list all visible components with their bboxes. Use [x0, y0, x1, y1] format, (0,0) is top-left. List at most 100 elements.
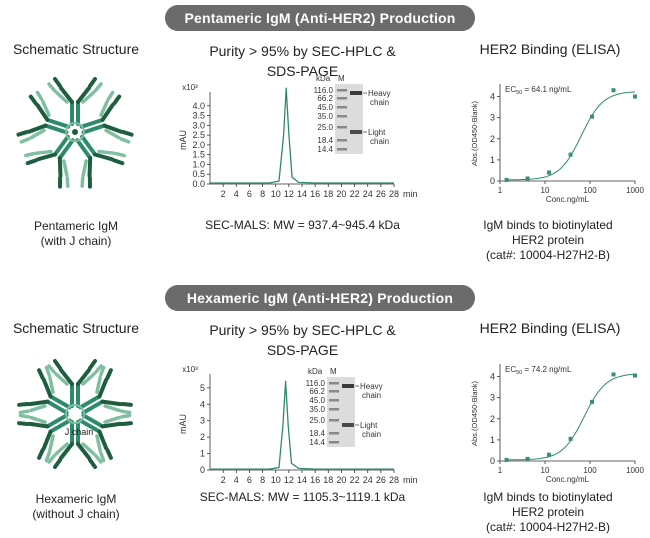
- heavy-chain-fc: [78, 418, 102, 434]
- fab-tip: [112, 158, 125, 166]
- fab-tip: [53, 359, 62, 370]
- data-point: [504, 457, 509, 462]
- fab-tip: [17, 421, 30, 427]
- gel-marker-band: [329, 441, 339, 444]
- fab-heavy: [76, 86, 91, 104]
- ec50-label: EC50 = 74.2 ng/mL: [505, 365, 572, 376]
- gel-marker-label: 35.0: [317, 112, 333, 121]
- fab-light: [34, 149, 53, 155]
- schematic-caption: Pentameric IgM (with J chain): [0, 219, 152, 249]
- fab-tip-light: [35, 90, 44, 101]
- x-tick-label: 14: [297, 475, 307, 485]
- data-point: [590, 114, 595, 119]
- fab-light: [29, 128, 46, 140]
- data-point: [590, 399, 595, 404]
- hexameric-igm-schematic: J chain: [17, 359, 133, 469]
- x-tick-label: 14: [297, 189, 307, 199]
- fab-tip-light: [99, 365, 106, 377]
- fab-heavy: [41, 429, 53, 451]
- fab-tip-light: [94, 82, 103, 92]
- heavy-chain-fc: [81, 399, 105, 415]
- fab-heavy: [100, 421, 123, 429]
- fab-tip: [88, 458, 97, 469]
- x-tick-label: 100: [583, 186, 597, 195]
- gel-marker-label: 18.4: [317, 136, 333, 145]
- y-tick-label: 1: [490, 435, 495, 445]
- igm-monomer: [24, 134, 75, 189]
- y-tick-label: 2: [490, 134, 495, 144]
- fab-light: [95, 375, 102, 394]
- x-axis-label: min: [403, 475, 418, 485]
- x-tick-label: 22: [350, 189, 360, 199]
- data-point: [568, 436, 573, 441]
- y-tick-label: 3: [490, 113, 495, 123]
- y-axis-label: Abs.(OD450-Blank): [470, 380, 479, 446]
- x-axis-label: Conc.ng/mL: [546, 475, 590, 484]
- y-tick-label: 0: [490, 456, 495, 466]
- fab-tip-light: [119, 137, 131, 144]
- x-tick-label: 6: [247, 475, 252, 485]
- x-tick-label: 12: [284, 475, 294, 485]
- purity-heading-line2: SDS-PAGE: [266, 342, 339, 358]
- section-banner-pentameric: Pentameric IgM (Anti-HER2) Production: [165, 5, 475, 31]
- purity-heading-line1: Purity > 95% by SEC-HPLC &: [209, 43, 396, 59]
- y-tick-label: 0: [490, 176, 495, 186]
- igm-monomer: [47, 359, 103, 408]
- fab-light: [97, 149, 116, 155]
- gel-marker-band: [337, 148, 347, 151]
- x-tick-label: 24: [363, 475, 373, 485]
- fab-tip: [88, 77, 97, 88]
- y-tick-label: 4: [490, 372, 495, 382]
- fab-heavy: [102, 123, 124, 134]
- core-ring: [65, 122, 85, 142]
- data-point: [547, 170, 552, 175]
- fab-tip: [53, 458, 62, 469]
- gel-marker-label: 116.0: [306, 379, 326, 388]
- gel-kda-label: kDa: [316, 74, 331, 83]
- gel-lane-label: M: [330, 367, 337, 376]
- y-multiplier: x10³: [182, 365, 198, 374]
- binding-caption-line1: IgM binds to biotinylated: [483, 490, 613, 504]
- heavy-chain-label: Heavy: [360, 382, 383, 391]
- schematic-caption-line1: Pentameric IgM: [33, 219, 119, 233]
- schematic-caption-line1: Hexameric IgM: [35, 492, 117, 506]
- gel-marker-band: [337, 126, 347, 129]
- heavy-chain-fc: [75, 138, 93, 161]
- igm-monomer: [17, 365, 72, 415]
- fab-heavy: [35, 103, 50, 122]
- x-tick-label: 16: [310, 475, 320, 485]
- fab-tip: [120, 401, 133, 407]
- light-chain-label: chain: [370, 137, 389, 146]
- gel-marker-band: [329, 419, 339, 422]
- fab-tip-light: [65, 176, 70, 188]
- x-axis-label: min: [403, 189, 418, 199]
- x-tick-label: 16: [310, 189, 320, 199]
- chromatogram-line: [210, 380, 394, 470]
- fab-tip: [25, 158, 38, 166]
- x-tick-label: 26: [376, 475, 386, 485]
- fab-heavy: [27, 421, 50, 429]
- y-tick-label: 3: [200, 416, 205, 426]
- fab-light: [62, 159, 69, 178]
- fab-tip: [37, 368, 45, 381]
- binding-caption: IgM binds to biotinylated HER2 protein (…: [462, 218, 634, 263]
- light-chain-label: Light: [360, 421, 378, 430]
- fab-light: [104, 128, 121, 140]
- igm-monomer: [79, 90, 134, 144]
- fab-light: [81, 372, 96, 386]
- fab-light: [41, 99, 51, 117]
- ec50-value: = 74.2 ng/mL: [522, 365, 572, 374]
- ec50-subscript: 50: [516, 370, 522, 376]
- fab-tip-light: [114, 151, 126, 158]
- gel-marker-label: 116.0: [314, 86, 334, 95]
- fit-curve: [505, 91, 636, 181]
- binding-caption-line1: IgM binds to biotinylated: [483, 218, 613, 232]
- fab-light: [81, 90, 96, 104]
- fab-tip: [58, 176, 63, 189]
- ec50-subscript: 50: [516, 90, 522, 96]
- binding-caption-line3: (cat#: 10004-H27H2-B): [485, 248, 611, 262]
- fab-heavy: [59, 442, 74, 460]
- sec-mals-caption: SEC-MALS: MW = 1105.3~1119.1 kDa: [199, 490, 406, 504]
